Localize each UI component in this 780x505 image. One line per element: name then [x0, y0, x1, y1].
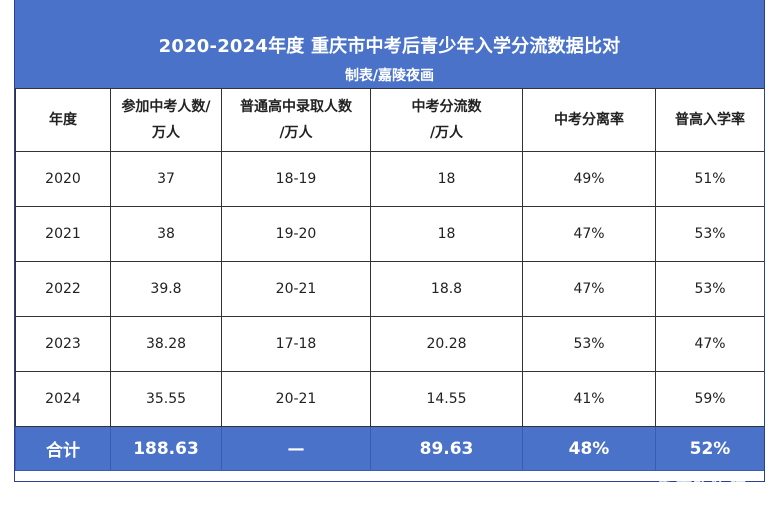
total-highschool-rate: 52%	[655, 426, 764, 471]
cell-exam-takers: 38	[110, 206, 222, 262]
cell-highschool-rate: 51%	[655, 151, 764, 207]
total-highschool-admitted: —	[221, 426, 371, 471]
cell-diversion-rate: 47%	[522, 206, 656, 262]
header-exam-takers-line1: 参加中考人数/	[121, 99, 211, 115]
data-table-container: 2020-2024年度 重庆市中考后青少年入学分流数据比对 制表/嘉陵夜画 年度…	[14, 0, 765, 482]
table-row: 2020 37 18-19 18 49% 51%	[15, 151, 764, 207]
header-highschool-rate: 普高入学率	[655, 88, 764, 152]
table-title-bar: 2020-2024年度 重庆市中考后青少年入学分流数据比对 制表/嘉陵夜画	[15, 0, 764, 88]
table-row: 2023 38.28 17-18 20.28 53% 47%	[15, 316, 764, 372]
cell-diverted-count: 18	[370, 151, 523, 207]
header-highschool-admitted-line2: /万人	[279, 125, 313, 141]
cell-diversion-rate: 49%	[522, 151, 656, 207]
table-title: 2020-2024年度 重庆市中考后青少年入学分流数据比对	[158, 36, 621, 57]
cell-diverted-count: 14.55	[370, 371, 523, 427]
watermark-text: 重庆购物狂	[657, 479, 747, 499]
cell-highschool-rate: 53%	[655, 206, 764, 262]
table-subtitle: 制表/嘉陵夜画	[344, 68, 435, 84]
cell-highschool-rate: 59%	[655, 371, 764, 427]
header-exam-takers-line2: 万人	[152, 125, 180, 141]
header-year-line1: 年度	[49, 112, 77, 128]
cell-year: 2021	[15, 206, 111, 262]
cell-diversion-rate: 47%	[522, 261, 656, 317]
header-diversion-rate: 中考分离率	[522, 88, 656, 152]
table-total-row: 合计 188.63 — 89.63 48% 52%	[15, 426, 764, 471]
header-diverted-count-line2: /万人	[429, 125, 464, 141]
header-diversion-rate-line1: 中考分离率	[554, 112, 624, 128]
header-diverted-count: 中考分流数 /万人	[370, 88, 523, 152]
total-exam-takers: 188.63	[110, 426, 222, 471]
cell-highschool-rate: 53%	[655, 261, 764, 317]
cell-highschool-admitted: 17-18	[221, 316, 371, 372]
cell-diverted-count: 18	[370, 206, 523, 262]
cell-highschool-admitted: 19-20	[221, 206, 371, 262]
cell-exam-takers: 37	[110, 151, 222, 207]
cell-diversion-rate: 53%	[522, 316, 656, 372]
enrollment-table: 年度 参加中考人数/ 万人 普通高中录取人数 /万人 中考分流数 /万人 中考分…	[15, 88, 764, 471]
cell-highschool-admitted: 20-21	[221, 371, 371, 427]
header-diverted-count-line1: 中考分流数	[411, 99, 482, 115]
cell-highschool-admitted: 18-19	[221, 151, 371, 207]
cell-diversion-rate: 41%	[522, 371, 656, 427]
table-header-row: 年度 参加中考人数/ 万人 普通高中录取人数 /万人 中考分流数 /万人 中考分…	[15, 88, 764, 152]
cell-exam-takers: 39.8	[110, 261, 222, 317]
header-highschool-rate-line1: 普高入学率	[675, 112, 745, 128]
cell-year: 2022	[15, 261, 111, 317]
cell-year: 2023	[15, 316, 111, 372]
table-row: 2021 38 19-20 18 47% 53%	[15, 206, 764, 262]
header-highschool-admitted: 普通高中录取人数 /万人	[221, 88, 371, 152]
cell-year: 2020	[15, 151, 111, 207]
cell-exam-takers: 35.55	[110, 371, 222, 427]
table-row: 2022 39.8 20-21 18.8 47% 53%	[15, 261, 764, 317]
total-diverted-count: 89.63	[370, 426, 523, 471]
header-highschool-admitted-line1: 普通高中录取人数	[240, 99, 352, 115]
total-diversion-rate: 48%	[522, 426, 656, 471]
cell-highschool-rate: 47%	[655, 316, 764, 372]
cell-highschool-admitted: 20-21	[221, 261, 371, 317]
cell-diverted-count: 20.28	[370, 316, 523, 372]
header-exam-takers: 参加中考人数/ 万人	[110, 88, 222, 152]
header-year: 年度	[15, 88, 111, 152]
table-row: 2024 35.55 20-21 14.55 41% 59%	[15, 371, 764, 427]
cell-diverted-count: 18.8	[370, 261, 523, 317]
cell-year: 2024	[15, 371, 111, 427]
total-label: 合计	[15, 426, 111, 471]
cell-exam-takers: 38.28	[110, 316, 222, 372]
